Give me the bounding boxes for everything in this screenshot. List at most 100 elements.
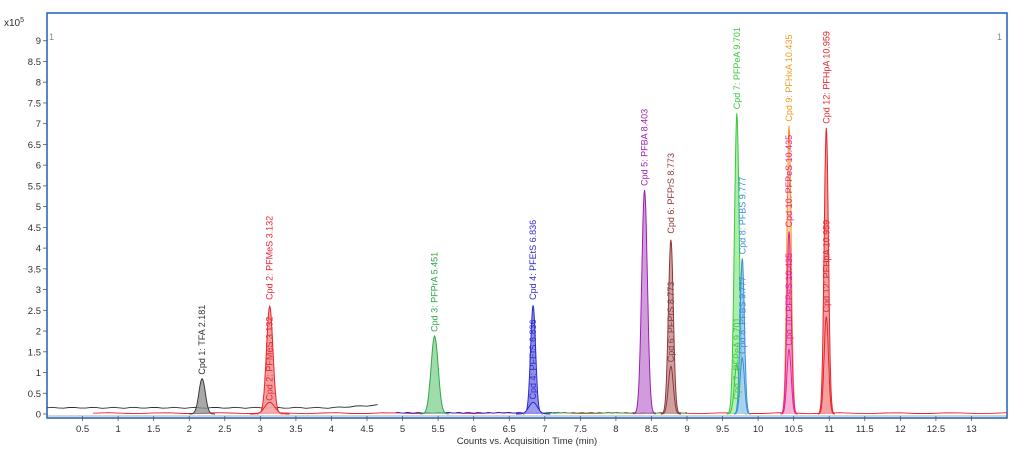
peak-area: [733, 358, 751, 414]
peak-line: [780, 348, 798, 415]
y-tick-label: 3.5: [28, 264, 41, 275]
peak-label: Cpd 10: PFPeS 10.435: [784, 135, 794, 228]
y-tick-label: 7.5: [28, 98, 41, 109]
y-exponent: 5: [20, 17, 24, 24]
peak-label: Cpd 10: PFPeS 10.435: [784, 253, 794, 346]
peak-label: Cpd 7: PFPeA 9.701: [732, 317, 742, 399]
peak-label: Cpd 5: PFBA 8.403: [640, 109, 650, 186]
peak-line: [780, 231, 798, 415]
x-tick-label: 12.5: [927, 424, 946, 435]
peak-area: [726, 113, 747, 415]
peak-label: Cpd 6: PFPrS 8.773: [666, 153, 676, 234]
peak-label: Cpd 3: PFPrA 5.451: [430, 252, 440, 332]
x-tick-label: 4: [329, 424, 334, 435]
x-tick-label: 3.5: [289, 424, 302, 435]
peak-area: [817, 127, 835, 415]
peak-area: [660, 239, 681, 414]
corner-label-left: 1: [49, 32, 54, 42]
y-tick-label: 7: [36, 119, 41, 130]
y-tick-label: 8.5: [28, 57, 41, 68]
peak-area: [817, 316, 835, 414]
peak-area: [780, 349, 798, 414]
x-tick-label: 10: [753, 424, 764, 435]
x-tick-label: 8: [613, 424, 618, 435]
y-tick-label: 0.5: [28, 389, 41, 400]
y-tick-label: 4.5: [28, 223, 41, 234]
axes: 00.511.522.533.544.555.566.577.588.590.5…: [28, 13, 1007, 435]
peak-label: Cpd 6: PFPrS 8.773: [666, 282, 676, 363]
chart-frame: [46, 12, 1008, 419]
x-tick-label: 1.5: [147, 424, 160, 435]
peak-label: Cpd 4: PFEtS 6.836: [528, 319, 538, 399]
baseline-trace: [46, 404, 378, 409]
peak-area: [420, 336, 449, 414]
peak-line: [633, 189, 656, 415]
peak-line: [817, 316, 835, 415]
y-tick-label: 9: [36, 36, 41, 47]
peak-label: Cpd 8: PFBS 9.777: [737, 177, 747, 255]
peak-line: [733, 258, 751, 415]
peak-label: Cpd 1: TFA 2.181: [197, 305, 207, 375]
x-tick-label: 1: [115, 424, 120, 435]
y-tick-label: 4: [36, 244, 41, 255]
peaks: [189, 113, 835, 415]
peak-label: Cpd 9: PFHxA 10.435: [784, 35, 794, 122]
peak-line: [420, 334, 449, 415]
y-tick-label: 5.5: [28, 181, 41, 192]
peak-area: [189, 378, 215, 414]
x-axis-title: Counts vs. Acquisition Time (min): [457, 436, 597, 447]
y-tick-label: 5: [36, 202, 41, 213]
x-tick-label: 10.5: [784, 424, 803, 435]
x-tick-label: 8.5: [645, 424, 658, 435]
y-tick-label: 0: [36, 410, 41, 421]
peak-area: [249, 402, 290, 414]
x-tick-label: 11: [824, 424, 834, 435]
peak-area: [516, 402, 551, 414]
y-tick-label: 6: [36, 161, 41, 172]
y-tick-label: 2: [36, 327, 41, 338]
x-tick-label: 6: [471, 424, 476, 435]
peak-line: [249, 401, 290, 415]
y-tick-label: 2.5: [28, 306, 41, 317]
x-tick-label: 5.5: [432, 424, 445, 435]
peak-area: [726, 364, 747, 414]
x-tick-label: 0.5: [76, 424, 89, 435]
peak-area: [633, 190, 656, 414]
y-tick-label: 6.5: [28, 140, 41, 151]
x-tick-label: 4.5: [360, 424, 373, 435]
peak-line: [733, 356, 751, 415]
peak-line: [817, 127, 835, 415]
peak-labels: Cpd 1: TFA 2.181 Cpd 2: PFMeS 3.132 Cpd 2:…: [197, 27, 831, 401]
x-tick-label: 11.5: [856, 424, 874, 435]
x-tick-label: 9.5: [716, 424, 729, 435]
x-tick-label: 5: [400, 424, 405, 435]
peak-area: [780, 231, 798, 414]
peak-label: Cpd 7: PFPeA 9.701: [732, 27, 742, 109]
x-tick-label: 2: [187, 424, 192, 435]
peak-line: [516, 401, 551, 415]
x-tick-label: 7.5: [574, 424, 587, 435]
peak-line: [660, 239, 681, 415]
y-tick-label: 8: [36, 78, 41, 89]
peak-label: Cpd 12: PFHpA 10.959: [821, 31, 831, 124]
peak-label: Cpd 2: PFMeS 3.132: [265, 317, 275, 401]
peak-label: Cpd 4: PFEtS 6.836: [528, 220, 538, 300]
peak-area: [660, 366, 681, 414]
x-tick-label: 6.5: [503, 424, 516, 435]
y-multiplier-label: x105: [4, 17, 24, 29]
y-tick-label: 3: [36, 285, 41, 296]
peak-area: [733, 258, 751, 414]
x-tick-label: 3: [258, 424, 263, 435]
peak-label: Cpd 8: PFBS 9.777: [737, 276, 747, 354]
x-tick-label: 12: [895, 424, 906, 435]
x-tick-label: 7: [542, 424, 547, 435]
corner-label-right: 1: [997, 32, 1002, 42]
peak-label: Cpd 2: PFMeS 3.132: [265, 216, 275, 300]
peak-area: [523, 305, 544, 414]
peak-area: [256, 306, 283, 414]
x-tick-label: 13: [966, 424, 977, 435]
y-tick-label: 1.5: [28, 347, 41, 358]
peak-line: [660, 365, 681, 415]
